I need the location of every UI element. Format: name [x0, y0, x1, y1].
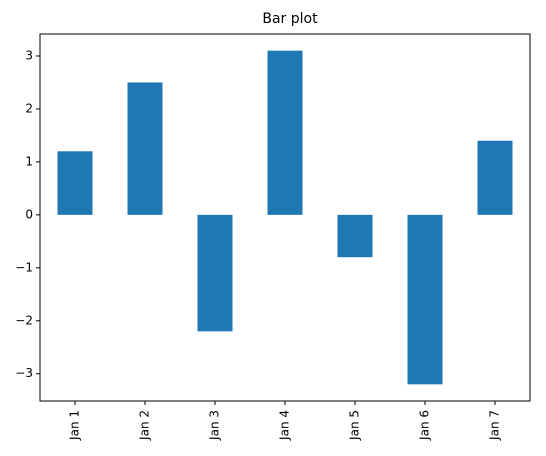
- x-tick-label: Jan 4: [278, 410, 292, 441]
- chart-title: Bar plot: [262, 11, 318, 27]
- y-axis: −3 −2 −1 0 1 2 3: [15, 48, 40, 380]
- x-tick-label: Jan 5: [348, 410, 362, 441]
- y-tick-label: −2: [15, 313, 33, 327]
- y-tick-label: 1: [25, 154, 33, 168]
- bar-jan-2: [127, 82, 163, 215]
- y-tick-label: 2: [25, 101, 33, 115]
- bar-jan-1: [57, 151, 93, 215]
- x-tick-label: Jan 6: [418, 410, 432, 441]
- y-tick-label: −3: [15, 366, 33, 380]
- y-tick-label: −1: [15, 260, 33, 274]
- x-tick-label: Jan 1: [68, 410, 82, 441]
- x-axis: Jan 1 Jan 2 Jan 3 Jan 4 Jan 5 Jan 6 Jan 7: [68, 401, 502, 441]
- x-tick-label: Jan 2: [138, 410, 152, 441]
- y-tick-label: 3: [25, 48, 33, 62]
- bar-jan-7: [477, 140, 513, 215]
- plot-area: [39, 33, 531, 402]
- x-tick-label: Jan 3: [208, 410, 222, 441]
- bar-jan-3: [197, 214, 233, 332]
- bar-series: [57, 50, 513, 385]
- bar-jan-5: [337, 214, 373, 258]
- x-tick-label: Jan 7: [488, 410, 502, 441]
- bar-jan-4: [267, 50, 303, 215]
- y-tick-label: 0: [25, 207, 33, 221]
- bar-jan-6: [407, 214, 443, 385]
